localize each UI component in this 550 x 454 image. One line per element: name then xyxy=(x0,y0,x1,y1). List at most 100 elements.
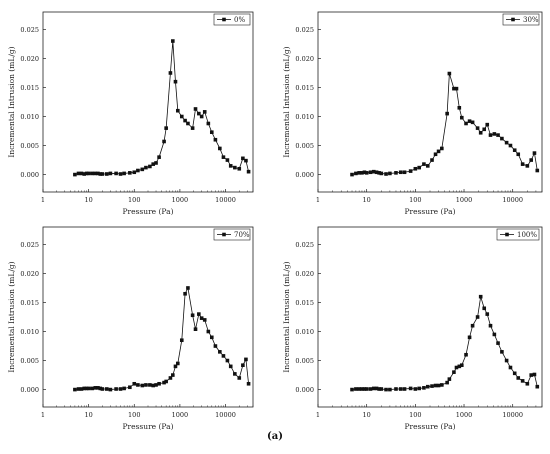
data-point xyxy=(388,171,392,176)
y-tick-label: 0.020 xyxy=(295,270,314,278)
data-point xyxy=(525,164,530,168)
data-point xyxy=(154,383,158,387)
data-point xyxy=(379,387,384,391)
data-point xyxy=(221,354,226,358)
data-point xyxy=(202,110,207,114)
data-point xyxy=(183,118,187,123)
data-point xyxy=(202,318,207,322)
data-point xyxy=(362,387,367,391)
legend-marker xyxy=(511,17,515,22)
data-point xyxy=(478,294,483,299)
data-point xyxy=(100,172,105,176)
data-point xyxy=(377,171,381,175)
data-point xyxy=(241,156,245,161)
y-tick-label: 0.025 xyxy=(20,26,39,34)
data-point xyxy=(241,363,245,367)
series-line-30 xyxy=(351,73,538,175)
y-tick-label: 0.000 xyxy=(295,171,314,179)
x-tick-label: 1000 xyxy=(456,196,473,204)
data-point xyxy=(209,130,214,134)
data-point xyxy=(168,376,173,380)
data-point xyxy=(475,126,480,130)
data-point xyxy=(478,130,483,135)
y-tick-label: 0.005 xyxy=(20,357,39,365)
data-point xyxy=(520,379,525,383)
data-point xyxy=(350,387,354,392)
y-tick-label: 0.015 xyxy=(295,299,314,307)
data-point xyxy=(417,386,422,391)
x-axis-title: Pressure (Pa) xyxy=(122,422,173,431)
data-point xyxy=(430,158,434,162)
data-point xyxy=(176,361,180,366)
data-point xyxy=(459,115,464,120)
x-tick-label: 1 xyxy=(41,196,45,204)
data-point xyxy=(82,172,87,176)
data-point xyxy=(482,127,487,132)
data-point xyxy=(199,114,204,119)
data-point xyxy=(144,383,148,387)
data-point xyxy=(384,172,388,176)
data-point xyxy=(173,364,178,369)
data-point xyxy=(447,377,452,381)
data-point xyxy=(440,383,444,387)
x-tick-label: 1 xyxy=(316,411,320,419)
plot-frame xyxy=(42,11,254,193)
y-axis-title: Incremental Intrusion (mL/g) xyxy=(7,261,16,372)
data-point xyxy=(136,383,140,387)
data-point xyxy=(171,373,175,377)
data-point xyxy=(179,114,184,119)
x-axis-title: Pressure (Pa) xyxy=(404,207,455,216)
data-point xyxy=(500,136,504,141)
data-point xyxy=(122,386,126,391)
y-axis-title: Incremental Intrusion (mL/g) xyxy=(7,46,16,157)
y-tick-label: 0.005 xyxy=(20,142,39,150)
data-point xyxy=(154,161,158,165)
data-point xyxy=(237,166,242,171)
legend-box xyxy=(502,13,540,26)
data-point xyxy=(384,387,388,392)
data-point xyxy=(488,323,493,328)
x-tick-label: 10000 xyxy=(215,196,236,204)
x-tick-label: 10 xyxy=(84,411,92,419)
data-point xyxy=(86,386,91,391)
data-point xyxy=(394,171,398,175)
data-point xyxy=(108,171,113,176)
data-point xyxy=(436,149,441,154)
data-point xyxy=(96,386,100,390)
data-point xyxy=(98,172,103,176)
data-point xyxy=(371,386,376,391)
legend-label: 70% xyxy=(234,231,250,239)
data-point xyxy=(164,379,168,384)
data-point xyxy=(535,384,540,389)
data-point xyxy=(413,166,418,171)
data-point xyxy=(136,168,140,173)
x-tick-label: 100 xyxy=(128,196,140,204)
data-point xyxy=(402,387,407,391)
y-tick-label: 0.005 xyxy=(295,357,314,365)
data-point xyxy=(197,111,201,116)
data-point xyxy=(464,352,468,357)
x-tick-label: 100 xyxy=(128,411,140,419)
data-point xyxy=(73,172,77,177)
x-tick-label: 1000 xyxy=(172,196,189,204)
data-point xyxy=(86,171,91,176)
data-point xyxy=(496,341,500,345)
data-point xyxy=(516,152,521,157)
data-point xyxy=(508,143,513,148)
data-point xyxy=(179,338,184,343)
data-point xyxy=(213,344,218,348)
data-point xyxy=(516,376,521,380)
data-point xyxy=(482,306,487,311)
data-point xyxy=(100,387,105,391)
data-point xyxy=(492,332,497,337)
x-tick-label: 100 xyxy=(409,411,421,419)
data-point xyxy=(162,139,166,144)
data-point xyxy=(485,312,490,316)
data-point xyxy=(233,165,237,170)
data-point xyxy=(398,170,403,175)
data-point xyxy=(433,152,438,157)
x-tick-label: 10000 xyxy=(215,411,236,419)
y-tick-label: 0.010 xyxy=(20,113,39,121)
data-point xyxy=(374,386,379,391)
